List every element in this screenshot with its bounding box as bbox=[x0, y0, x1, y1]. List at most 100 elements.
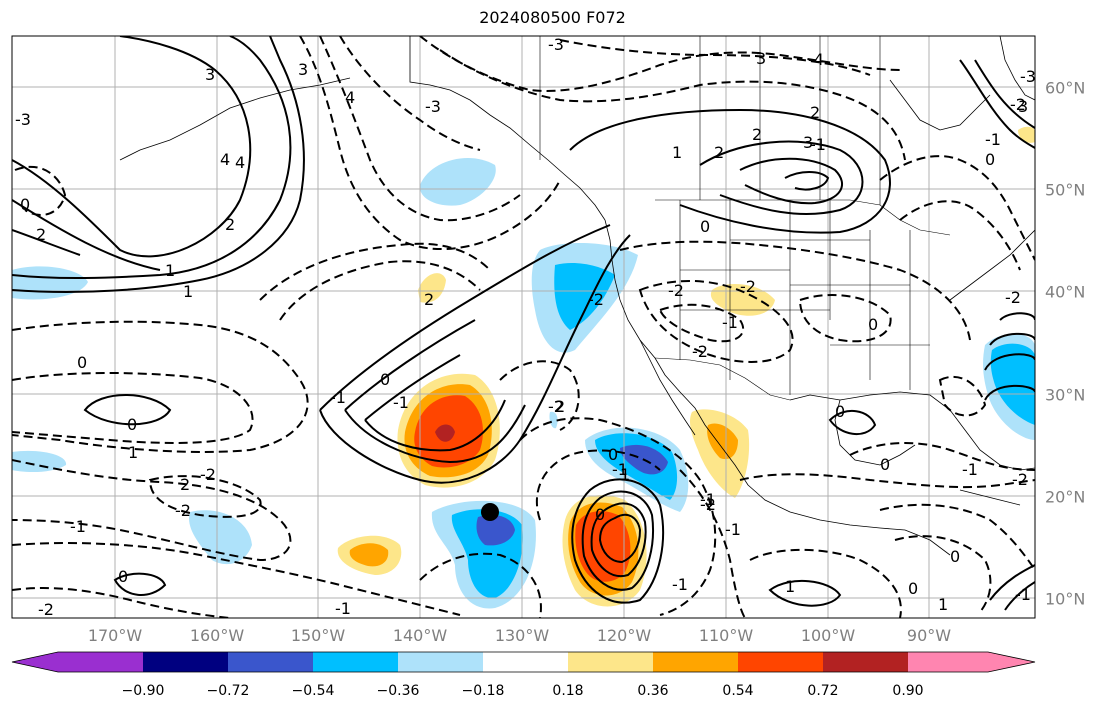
contour-solid bbox=[12, 36, 305, 293]
contour-label: 1 bbox=[128, 443, 138, 462]
coast-alaska-islands bbox=[119, 77, 351, 161]
shade-pos-center-4 bbox=[435, 424, 455, 442]
contour-label: 3 bbox=[803, 133, 813, 152]
contour-label: 2 bbox=[225, 215, 235, 234]
contour-label: 2 bbox=[424, 290, 434, 309]
contour-dashed bbox=[519, 417, 717, 616]
lon-label: 110°W bbox=[698, 626, 754, 645]
coast-baja bbox=[639, 339, 696, 436]
contour-dashed bbox=[12, 459, 292, 562]
contour-solid bbox=[984, 312, 1035, 401]
contour-label: 4 bbox=[220, 150, 230, 169]
lon-label: 150°W bbox=[290, 626, 346, 645]
lon-label: 170°W bbox=[87, 626, 143, 645]
contour-labels: 3 4 4 3 4 -3 3 -4 -3 2 1 3 2 0 2 1 2 3 -… bbox=[15, 35, 1036, 619]
contour-label: -2 bbox=[548, 397, 564, 416]
contour-label: -1 bbox=[612, 460, 628, 479]
contour-label: -3 bbox=[425, 97, 441, 116]
contour-label: -1 bbox=[962, 460, 978, 479]
colorbar-segment bbox=[398, 652, 483, 672]
contour-label: 0 bbox=[20, 195, 30, 214]
contour-label: 2 bbox=[555, 397, 565, 416]
contour-dashed bbox=[798, 294, 892, 343]
colorbar-segment bbox=[568, 652, 653, 672]
contour-dashed bbox=[339, 36, 481, 151]
contour-label: -3 bbox=[1020, 67, 1036, 86]
contour-label: 1 bbox=[165, 261, 175, 280]
borders bbox=[539, 36, 951, 401]
coast-hudson bbox=[889, 79, 991, 131]
lat-label: 10°N bbox=[1045, 589, 1086, 609]
contour-label: 1 bbox=[183, 282, 193, 301]
colorbar-tick-label: 0.36 bbox=[637, 683, 669, 699]
contour-dashed bbox=[938, 375, 987, 417]
contour-solid bbox=[571, 478, 665, 604]
lat-label: 40°N bbox=[1045, 282, 1086, 302]
contour-label: 2 bbox=[180, 475, 190, 494]
contour-label: 2 bbox=[810, 103, 820, 122]
coast-gulf bbox=[789, 391, 1035, 471]
lat-label: 30°N bbox=[1045, 385, 1086, 405]
contour-dashed bbox=[12, 320, 309, 453]
contour-dashed bbox=[299, 36, 561, 250]
shade-neg-small bbox=[549, 411, 558, 429]
contour-dashed bbox=[879, 155, 1035, 261]
contour-solid bbox=[581, 490, 654, 591]
storm-center-dot bbox=[481, 503, 499, 521]
contour-dashed bbox=[499, 360, 580, 431]
contour-label: -4 bbox=[808, 50, 824, 69]
shade-pos-ne bbox=[1018, 126, 1035, 143]
contour-label: 2 bbox=[714, 143, 724, 162]
contour-label: 0 bbox=[700, 217, 710, 236]
contour-solid bbox=[739, 157, 844, 205]
border-states bbox=[679, 200, 930, 395]
lat-label: 50°N bbox=[1045, 180, 1086, 200]
contour-label: 0 bbox=[127, 415, 137, 434]
contour-label: 0 bbox=[868, 315, 878, 334]
contours bbox=[12, 36, 1035, 618]
colorbar-extend-max bbox=[988, 652, 1035, 672]
contour-label: -2 bbox=[200, 465, 216, 484]
gridlines bbox=[12, 36, 1035, 618]
contour-label: 4 bbox=[235, 153, 245, 172]
contour-dashed bbox=[899, 200, 1021, 271]
colorbar-segment bbox=[483, 652, 568, 672]
lon-label: 130°W bbox=[494, 626, 550, 645]
shade-pos-plains bbox=[710, 284, 775, 316]
contour-label: -2 bbox=[668, 281, 684, 300]
contour-solid bbox=[959, 59, 1035, 149]
contour-solid bbox=[344, 319, 526, 464]
coast-caribbean bbox=[959, 489, 1021, 506]
coast-west bbox=[604, 219, 951, 556]
contour-label: -1 bbox=[985, 130, 1001, 149]
contour-dashed bbox=[419, 552, 542, 618]
coast-canada-arc bbox=[999, 36, 1035, 101]
contour-dashed bbox=[259, 242, 491, 301]
colorbar-tick-label: −0.90 bbox=[121, 683, 165, 699]
map-title: 2024080500 F072 bbox=[479, 8, 626, 27]
contour-label: -2 bbox=[588, 290, 604, 309]
lat-label: 20°N bbox=[1045, 487, 1086, 507]
shade-pos-west-2 bbox=[349, 543, 389, 567]
contour-solid bbox=[590, 502, 647, 578]
contour-dashed bbox=[658, 303, 745, 343]
contour-solid bbox=[598, 513, 642, 564]
contour-dashed bbox=[279, 260, 481, 321]
contour-solid bbox=[113, 572, 167, 597]
contour-label: -2 bbox=[1012, 470, 1028, 489]
contour-label: -1 bbox=[335, 599, 351, 618]
contour-label: 0 bbox=[595, 505, 605, 524]
colorbar-tick-label: 0.54 bbox=[722, 683, 754, 699]
coastlines bbox=[119, 36, 1035, 556]
colorbar-segment bbox=[228, 652, 313, 672]
contour-solid bbox=[12, 36, 292, 280]
colorbar-segment bbox=[653, 652, 738, 672]
contour-label: -1 bbox=[393, 393, 409, 412]
contour-solid bbox=[83, 394, 172, 426]
contour-dashed bbox=[12, 587, 231, 618]
shade-pos-nw bbox=[418, 273, 446, 303]
contour-label: -1 bbox=[672, 575, 688, 594]
contour-solid bbox=[12, 36, 252, 258]
contour-label: -3 bbox=[15, 110, 31, 129]
contour-label: 3 bbox=[756, 49, 766, 68]
